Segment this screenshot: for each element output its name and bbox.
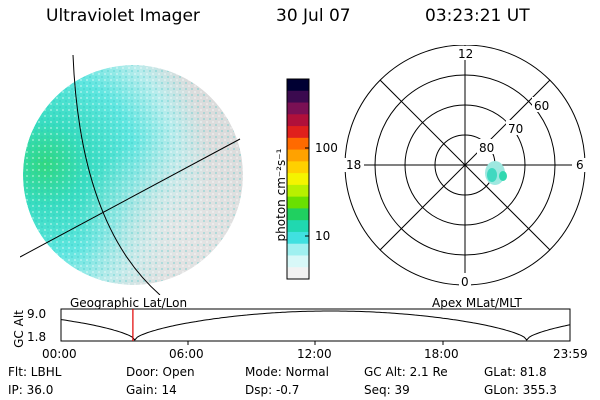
uv-globe-image bbox=[20, 55, 243, 295]
filter-readout: Flt: LBHL bbox=[8, 365, 62, 379]
colorbar-stripe bbox=[287, 231, 309, 245]
colorbar-frame bbox=[286, 78, 310, 280]
glat-readout: GLat: 81.8 bbox=[484, 365, 547, 379]
mlat-label-80: 80 bbox=[479, 141, 495, 155]
gc-alt-readout: GC Alt: 2.1 Re bbox=[364, 365, 448, 379]
apex-caption: Apex MLat/MLT bbox=[432, 296, 522, 310]
colorbar-stripe bbox=[287, 102, 309, 115]
gain-readout: Gain: 14 bbox=[126, 383, 177, 397]
colorbar-stripe bbox=[287, 114, 309, 127]
altitude-curve bbox=[60, 310, 571, 341]
colorbar-tick-10: 10 bbox=[315, 229, 331, 243]
globe-disk bbox=[23, 65, 243, 285]
instrument-title: Ultraviolet Imager bbox=[46, 6, 200, 26]
colorbar-stripe bbox=[287, 149, 309, 162]
altitude-xtick-1800: 18:00 bbox=[424, 347, 459, 361]
terminator-line bbox=[20, 138, 241, 258]
colorbar-stripe bbox=[287, 173, 309, 186]
mlat-label-60: 60 bbox=[534, 99, 550, 113]
altitude-ytick-low: 1.8 bbox=[27, 330, 47, 344]
altitude-xtick-2359: 23:59 bbox=[553, 347, 588, 361]
ip-readout: IP: 36.0 bbox=[8, 383, 54, 397]
altitude-xtick-1200: 12:00 bbox=[297, 347, 332, 361]
colorbar-stripe bbox=[287, 79, 309, 92]
mode-readout: Mode: Normal bbox=[245, 365, 329, 379]
altitude-plot bbox=[60, 308, 571, 345]
colorbar-stripe bbox=[287, 184, 309, 198]
altitude-xtick-0600: 06:00 bbox=[169, 347, 204, 361]
time-label: 03:23:21 UT bbox=[425, 6, 530, 26]
date-label: 30 Jul 07 bbox=[276, 6, 351, 26]
altitude-ylabel: GC Alt bbox=[12, 310, 26, 348]
colorbar-stripe bbox=[287, 126, 309, 139]
colorbar-stripe bbox=[287, 243, 309, 256]
dsp-readout: Dsp: -0.7 bbox=[245, 383, 300, 397]
colorbar-stripe bbox=[287, 90, 309, 104]
colorbar-stripe bbox=[287, 220, 309, 233]
polar-aurora-patch bbox=[485, 161, 507, 185]
seq-readout: Seq: 39 bbox=[364, 383, 410, 397]
colorbar-unit-label: photon cm⁻²s⁻¹ bbox=[274, 148, 288, 242]
door-readout: Door: Open bbox=[126, 365, 195, 379]
mlt-label-0: 0 bbox=[461, 275, 469, 289]
mlat-label-70: 70 bbox=[508, 122, 524, 136]
mlt-label-12: 12 bbox=[458, 47, 474, 61]
colorbar-stripe bbox=[287, 267, 309, 280]
colorbar bbox=[286, 78, 310, 280]
mlt-label-6: 6 bbox=[576, 158, 584, 172]
meridian-line bbox=[72, 55, 161, 295]
colorbar-stripe bbox=[287, 137, 309, 151]
colorbar-stripe bbox=[287, 196, 309, 209]
colorbar-stripe bbox=[287, 161, 309, 174]
glon-readout: GLon: 355.3 bbox=[484, 383, 557, 397]
mlt-label-18: 18 bbox=[346, 158, 362, 172]
colorbar-stripe bbox=[287, 255, 309, 268]
polar-plot bbox=[344, 45, 586, 287]
geographic-caption: Geographic Lat/Lon bbox=[70, 296, 188, 310]
altitude-xtick-0000: 00:00 bbox=[42, 347, 77, 361]
altitude-frame bbox=[60, 308, 571, 342]
colorbar-tick-100: 100 bbox=[315, 141, 338, 155]
colorbar-stripe bbox=[287, 208, 309, 221]
altitude-ytick-high: 9.0 bbox=[27, 307, 47, 321]
